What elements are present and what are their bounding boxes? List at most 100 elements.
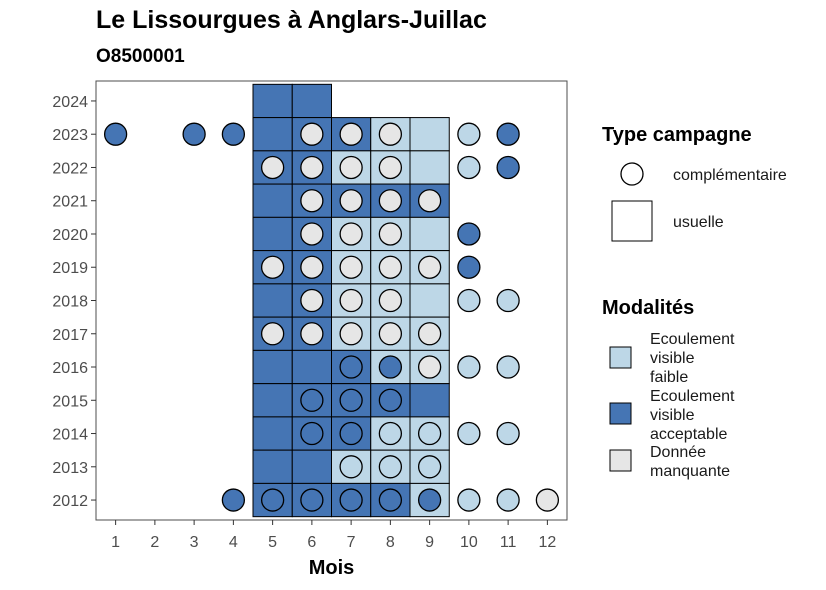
legend-usuelle-label: usuelle — [673, 214, 724, 231]
complementaire-point-2014-7 — [340, 423, 362, 445]
x-tick-label-6: 6 — [307, 534, 316, 551]
legend-square-key — [612, 201, 652, 241]
complementaire-point-2014-10 — [458, 423, 480, 445]
usuelle-tile-2018-9 — [410, 284, 449, 317]
complementaire-point-2016-11 — [497, 356, 519, 378]
usuelle-tile-2021-5 — [253, 184, 292, 217]
legend-key-manquante — [610, 450, 631, 471]
legend-label-faible: Ecoulement visible faible — [650, 331, 735, 386]
legend-label-line: Ecoulement — [650, 331, 735, 348]
complementaire-point-2018-10 — [458, 290, 480, 312]
complementaire-point-2012-11 — [497, 489, 519, 511]
complementaire-point-2014-6 — [301, 423, 323, 445]
complementaire-point-2012-4 — [222, 489, 244, 511]
complementaire-point-2015-7 — [340, 389, 362, 411]
complementaire-point-2012-10 — [458, 489, 480, 511]
y-tick-label-2015: 2015 — [52, 393, 88, 410]
complementaire-point-2022-5 — [262, 156, 284, 178]
legend-complementaire-label: complémentaire — [673, 167, 787, 184]
x-tick-label-4: 4 — [229, 534, 238, 551]
complementaire-point-2012-7 — [340, 489, 362, 511]
legend-label-manquante: Donnée manquante — [650, 444, 730, 480]
usuelle-tile-2014-5 — [253, 417, 292, 450]
y-tick-label-2023: 2023 — [52, 127, 88, 144]
usuelle-tile-2015-5 — [253, 384, 292, 417]
legend-shape-title: Type campagne — [602, 124, 752, 146]
complementaire-point-2012-6 — [301, 489, 323, 511]
complementaire-point-2020-8 — [379, 223, 401, 245]
complementaire-point-2022-8 — [379, 156, 401, 178]
complementaire-point-2016-8 — [379, 356, 401, 378]
usuelle-tile-2020-5 — [253, 217, 292, 250]
complementaire-point-2023-1 — [105, 123, 127, 145]
usuelle-tile-2013-5 — [253, 450, 292, 483]
x-tick-label-5: 5 — [268, 534, 277, 551]
y-tick-label-2022: 2022 — [52, 160, 88, 177]
legend: Type campagne complémentaire usuelle Modali… — [602, 124, 787, 480]
usuelle-tile-2016-6 — [292, 350, 331, 383]
x-tick-label-3: 3 — [190, 534, 199, 551]
complementaire-point-2014-8 — [379, 423, 401, 445]
complementaire-point-2022-11 — [497, 156, 519, 178]
complementaire-point-2023-3 — [183, 123, 205, 145]
complementaire-point-2012-5 — [262, 489, 284, 511]
complementaire-point-2020-7 — [340, 223, 362, 245]
complementaire-point-2022-10 — [458, 156, 480, 178]
legend-label-line: faible — [650, 369, 688, 386]
complementaire-point-2019-6 — [301, 256, 323, 278]
complementaire-point-2012-12 — [536, 489, 558, 511]
complementaire-point-2022-6 — [301, 156, 323, 178]
x-tick-label-2: 2 — [150, 534, 159, 551]
complementaire-point-2023-7 — [340, 123, 362, 145]
complementaire-point-2017-9 — [419, 323, 441, 345]
complementaire-point-2016-7 — [340, 356, 362, 378]
legend-key-acceptable — [610, 403, 631, 424]
usuelle-tile-2013-6 — [292, 450, 331, 483]
complementaire-point-2014-9 — [419, 423, 441, 445]
complementaire-point-2019-7 — [340, 256, 362, 278]
legend-fill-title: Modalités — [602, 297, 694, 319]
y-tick-label-2014: 2014 — [52, 427, 88, 444]
x-tick-label-8: 8 — [386, 534, 395, 551]
complementaire-point-2019-10 — [458, 256, 480, 278]
y-tick-label-2024: 2024 — [52, 94, 88, 111]
complementaire-point-2014-11 — [497, 423, 519, 445]
complementaire-point-2023-11 — [497, 123, 519, 145]
usuelle-tile-2024-6 — [292, 84, 331, 117]
complementaire-point-2015-6 — [301, 389, 323, 411]
x-tick-label-12: 12 — [538, 534, 556, 551]
complementaire-point-2020-10 — [458, 223, 480, 245]
complementaire-point-2017-8 — [379, 323, 401, 345]
legend-label-line: Donnée — [650, 444, 706, 461]
complementaire-point-2019-5 — [262, 256, 284, 278]
complementaire-point-2012-8 — [379, 489, 401, 511]
x-tick-label-7: 7 — [347, 534, 356, 551]
complementaire-point-2023-6 — [301, 123, 323, 145]
y-tick-label-2021: 2021 — [52, 194, 88, 211]
usuelle-tile-2020-9 — [410, 217, 449, 250]
y-tick-label-2018: 2018 — [52, 294, 88, 311]
y-tick-label-2016: 2016 — [52, 360, 88, 377]
y-tick-label-2020: 2020 — [52, 227, 88, 244]
usuelle-tile-2022-9 — [410, 151, 449, 184]
complementaire-point-2021-6 — [301, 190, 323, 212]
x-axis-title: Mois — [309, 557, 355, 579]
complementaire-point-2018-6 — [301, 290, 323, 312]
complementaire-point-2017-6 — [301, 323, 323, 345]
x-tick-label-11: 11 — [500, 534, 517, 551]
complementaire-point-2021-8 — [379, 190, 401, 212]
complementaire-point-2018-11 — [497, 290, 519, 312]
complementaire-point-2013-8 — [379, 456, 401, 478]
complementaire-point-2017-5 — [262, 323, 284, 345]
complementaire-point-2021-9 — [419, 190, 441, 212]
complementaire-point-2022-7 — [340, 156, 362, 178]
legend-circle-key — [621, 163, 643, 185]
usuelle-tile-2018-5 — [253, 284, 292, 317]
complementaire-point-2012-9 — [419, 489, 441, 511]
legend-label-line: visible — [650, 350, 695, 367]
complementaire-point-2018-7 — [340, 290, 362, 312]
complementaire-point-2021-7 — [340, 190, 362, 212]
complementaire-point-2017-7 — [340, 323, 362, 345]
usuelle-tile-2024-5 — [253, 84, 292, 117]
